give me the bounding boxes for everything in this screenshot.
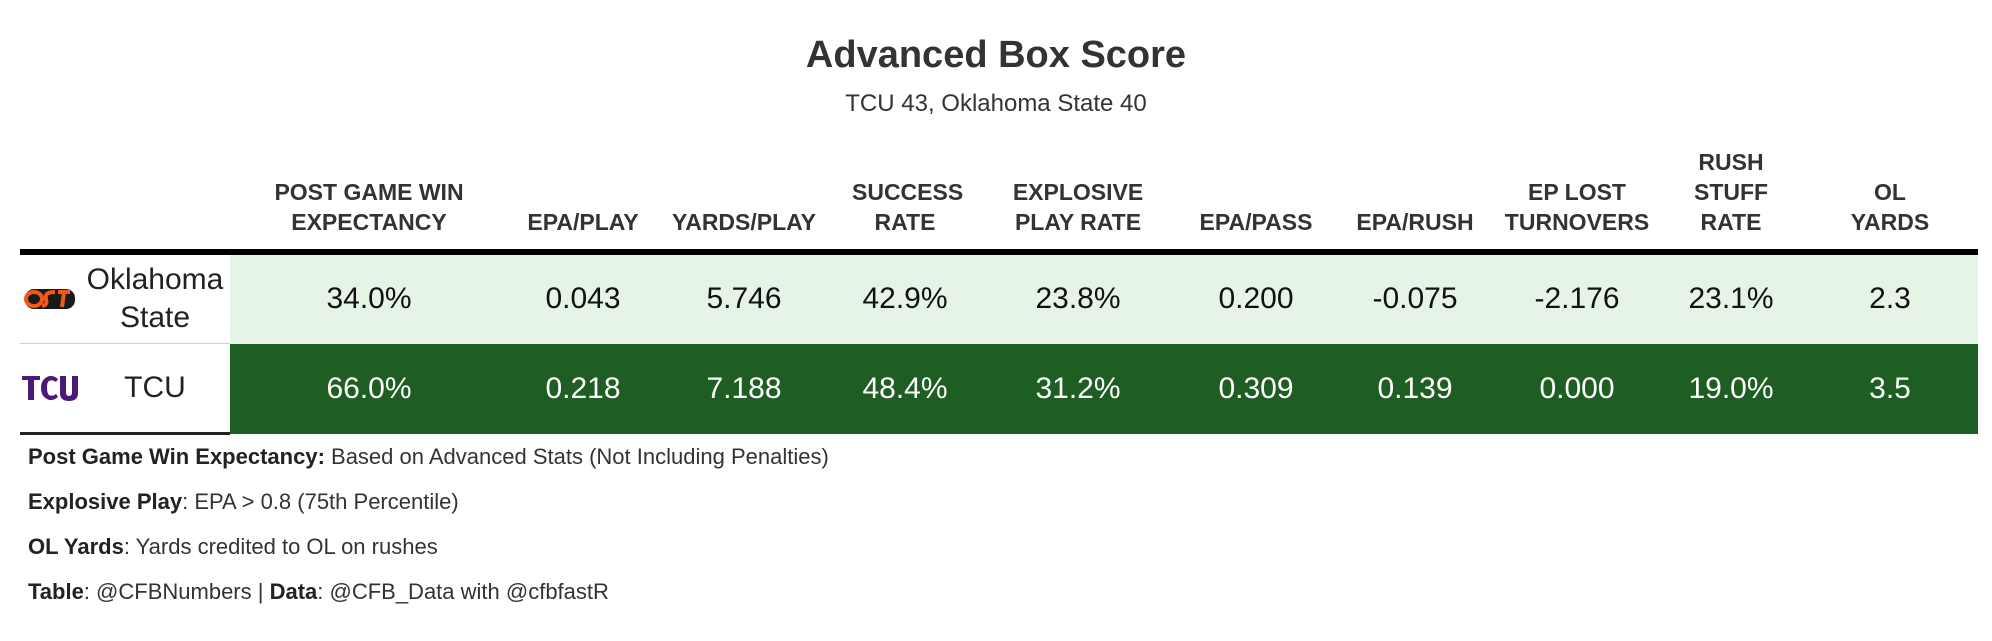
team-name: TCU (80, 343, 230, 435)
footnotes: Post Game Win Expectancy: Based on Advan… (28, 444, 829, 624)
stat-cell: 42.9% (830, 252, 980, 344)
footnote-explosive-play: Explosive Play: EPA > 0.8 (75th Percenti… (28, 489, 829, 534)
logo-cell (20, 252, 80, 344)
footnote-text: : EPA > 0.8 (75th Percentile) (182, 489, 459, 514)
col-header: OL YARDS (1802, 140, 1978, 255)
stat-cell: 48.4% (830, 343, 980, 434)
col-header: SUCCESS RATE (830, 140, 980, 255)
stat-cell: 31.2% (980, 343, 1176, 434)
stat-cell: 7.188 (658, 343, 830, 434)
stat-cell: 66.0% (230, 343, 508, 434)
box-score-table: POST GAME WIN EXPECTANCY EPA/PLAY YARDS/… (20, 140, 1978, 435)
footnote-ol-yards: OL Yards: Yards credited to OL on rushes (28, 534, 829, 579)
stat-cell: 0.309 (1176, 343, 1336, 434)
footnote-text: : Yards credited to OL on rushes (123, 534, 438, 559)
header-row: POST GAME WIN EXPECTANCY EPA/PLAY YARDS/… (20, 140, 1978, 255)
col-header: EPA/PLAY (508, 140, 658, 255)
col-header: POST GAME WIN EXPECTANCY (230, 140, 508, 255)
footnote-label: Explosive Play (28, 489, 183, 514)
table-row: Oklahoma State 34.0% 0.043 5.746 42.9% 2… (20, 252, 1978, 344)
stat-cell: 0.139 (1336, 343, 1494, 434)
footnote-label: Post Game Win Expectancy: (28, 444, 325, 469)
page-subtitle: TCU 43, Oklahoma State 40 (845, 90, 1147, 117)
footnote-text: : @CFB_Data with @cfbfastR (317, 579, 609, 604)
footnote-label: OL Yards (28, 534, 124, 559)
stat-cell: 0.218 (508, 343, 658, 434)
stat-cell: 19.0% (1660, 343, 1802, 434)
col-header: EXPLOSIVE PLAY RATE (980, 140, 1176, 255)
stat-cell: 23.8% (980, 252, 1176, 344)
col-header: EPA/PASS (1176, 140, 1336, 255)
footnote-label: Data (269, 579, 318, 604)
footnote-label: Table (28, 579, 84, 604)
stat-cell: 3.5 (1802, 343, 1978, 434)
footnote-text: : @CFBNumbers | (83, 579, 270, 604)
logo-cell (20, 343, 80, 435)
header-logo (20, 140, 80, 255)
header-team (80, 140, 230, 255)
col-header: YARDS/PLAY (658, 140, 830, 255)
stat-cell: -0.075 (1336, 252, 1494, 344)
table-row: TCU 66.0% 0.218 7.188 48.4% 31.2% 0.309 … (20, 343, 1978, 435)
footnote-text: Based on Advanced Stats (Not Including P… (324, 444, 829, 469)
stat-cell: 23.1% (1660, 252, 1802, 344)
stat-cell: 0.000 (1494, 343, 1660, 434)
col-header: RUSH STUFF RATE (1660, 140, 1802, 255)
col-header: EP LOST TURNOVERS (1494, 140, 1660, 255)
page-title: Advanced Box Score (805, 34, 1187, 76)
stat-cell: 2.3 (1802, 252, 1978, 344)
footnote-win-expectancy: Post Game Win Expectancy: Based on Advan… (28, 444, 829, 489)
osu-logo-icon (24, 289, 75, 309)
stat-cell: 5.746 (658, 252, 830, 344)
stat-cell: -2.176 (1494, 252, 1660, 344)
footnote-credits: Table: @CFBNumbers | Data: @CFB_Data wit… (28, 579, 829, 624)
team-name: Oklahoma State (80, 252, 230, 344)
stat-cell: 0.200 (1176, 252, 1336, 344)
col-header: EPA/RUSH (1336, 140, 1494, 255)
tcu-logo-icon (22, 375, 78, 401)
stat-cell: 0.043 (508, 252, 658, 344)
stat-cell: 34.0% (230, 252, 508, 344)
